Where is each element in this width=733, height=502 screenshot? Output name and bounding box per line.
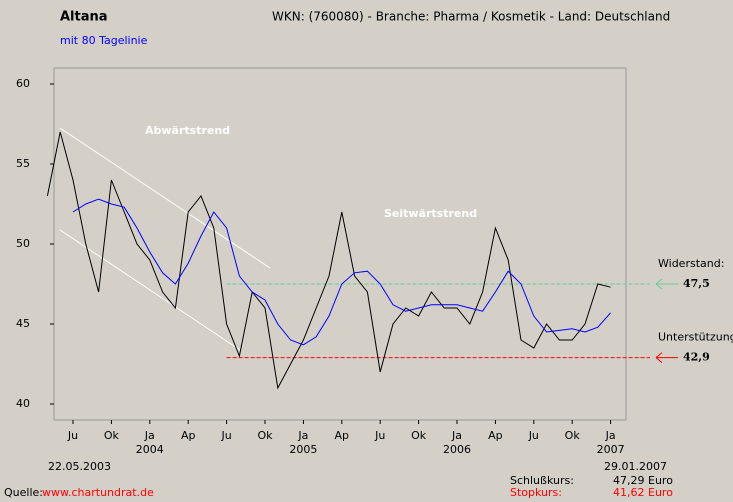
- x-tick-label: Ju: [220, 429, 231, 442]
- x-tick-label: Ok: [411, 429, 427, 442]
- price-line: [46, 131, 611, 390]
- x-tick-label: Ap: [488, 429, 503, 442]
- y-tick-label: 50: [16, 237, 30, 250]
- annotation: Abwärtstrend: [145, 124, 230, 137]
- source-label: Quelle:: [4, 486, 43, 499]
- y-tick-label: 45: [16, 317, 30, 330]
- trend-channel: [59, 127, 271, 269]
- level-arrow: [655, 278, 678, 290]
- level-arrow: [655, 352, 678, 363]
- year-label: 2007: [597, 443, 625, 456]
- x-tick-label: Ju: [67, 429, 78, 442]
- x-tick-label: Ja: [144, 429, 155, 442]
- x-tick-label: Ap: [181, 429, 196, 442]
- chart-title: Altana: [60, 10, 108, 25]
- start-date: 22.05.2003: [48, 460, 111, 473]
- x-tick-label: Ok: [565, 429, 581, 442]
- plot-area: [53, 67, 627, 421]
- y-tick-label: 55: [16, 157, 30, 170]
- level-name: Widerstand:: [658, 257, 724, 270]
- year-label: 2006: [443, 443, 471, 456]
- annotation: Seitwärtstrend: [384, 207, 477, 220]
- year-label: 2004: [136, 443, 164, 456]
- close-label: Schlußkurs:: [510, 474, 574, 487]
- end-date: 29.01.2007: [604, 460, 667, 473]
- close: 47,29 Euro: [613, 474, 673, 487]
- x-tick-label: Ja: [297, 429, 308, 442]
- level-label: 47,5: [683, 277, 710, 290]
- x-tick-label: Ja: [451, 429, 462, 442]
- x-tick-label: Ok: [257, 429, 273, 442]
- level-name: Unterstützung:: [658, 331, 733, 344]
- year-label: 2005: [289, 443, 317, 456]
- legend-entry: mit 80 Tagelinie: [60, 34, 148, 47]
- x-tick-label: Ok: [104, 429, 120, 442]
- x-tick-label: Ja: [605, 429, 616, 442]
- source: www.chartundrat.de: [42, 486, 154, 499]
- y-tick-label: 60: [16, 77, 30, 90]
- price-line: [72, 198, 611, 346]
- stop-label: Stopkurs:: [510, 486, 562, 499]
- x-tick-label: Ju: [374, 429, 385, 442]
- chart-subtitle: WKN: (760080) - Branche: Pharma / Kosmet…: [272, 10, 670, 24]
- y-tick-label: 40: [16, 397, 30, 410]
- trend-channel: [59, 229, 241, 351]
- x-tick-label: Ap: [335, 429, 350, 442]
- x-tick-label: Ju: [528, 429, 539, 442]
- level-label: 42,9: [683, 351, 710, 364]
- stop: 41,62 Euro: [613, 486, 673, 499]
